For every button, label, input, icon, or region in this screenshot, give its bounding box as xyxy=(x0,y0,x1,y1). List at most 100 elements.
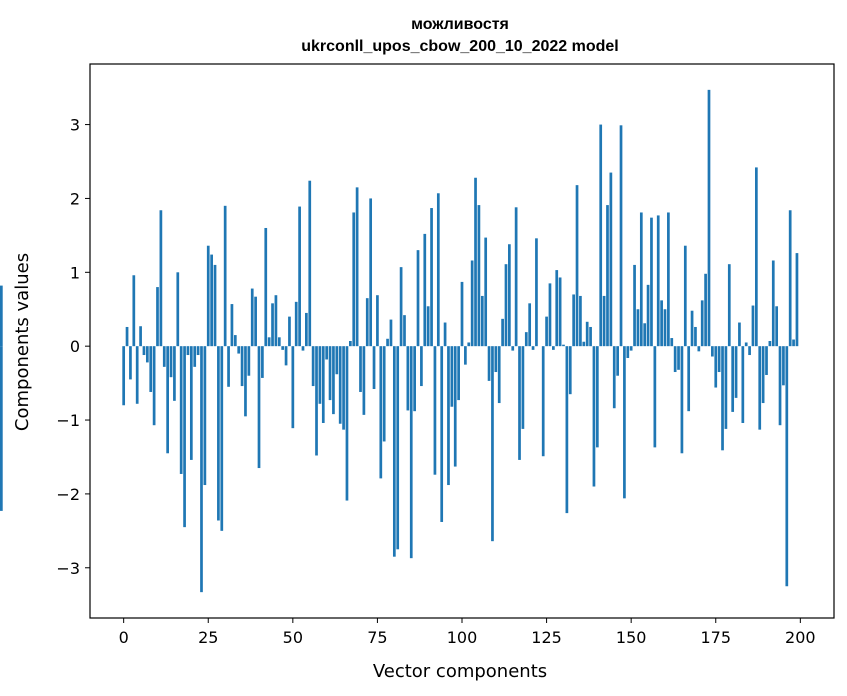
bar-2 xyxy=(129,346,132,380)
bar-111 xyxy=(497,346,501,404)
bar-89 xyxy=(423,233,427,347)
bar-75 xyxy=(376,295,379,347)
bar-23 xyxy=(200,346,203,593)
bar-127 xyxy=(552,346,555,350)
bar-50 xyxy=(291,346,295,429)
bar-181 xyxy=(734,346,738,398)
bar-70 xyxy=(359,346,362,392)
bar-167 xyxy=(687,346,691,412)
bar-71 xyxy=(362,346,366,415)
bar-199 xyxy=(795,253,799,347)
bar-177 xyxy=(721,346,724,451)
bar-137 xyxy=(585,321,589,347)
bar-131 xyxy=(565,346,569,514)
bar-67 xyxy=(349,341,352,347)
bar-56 xyxy=(311,346,315,387)
bar-7 xyxy=(145,346,149,363)
bar-3 xyxy=(132,275,136,347)
bar-144 xyxy=(609,172,613,347)
bar-0 xyxy=(122,346,126,406)
bar-11 xyxy=(159,210,163,347)
bar-73 xyxy=(369,198,373,347)
bar-20 xyxy=(189,346,193,460)
bar-69 xyxy=(355,187,359,347)
bar-108 xyxy=(487,346,491,381)
bar-16 xyxy=(176,272,180,347)
bar-139 xyxy=(592,346,596,487)
bar-46 xyxy=(277,337,281,347)
bar-15 xyxy=(173,346,176,401)
bar-138 xyxy=(589,326,592,347)
bar-189 xyxy=(761,346,765,404)
y-tick-label: 0 xyxy=(70,337,80,356)
y-axis-label: Components values xyxy=(12,253,33,431)
bar-154 xyxy=(643,323,647,347)
bar-61 xyxy=(328,346,332,401)
bar-28 xyxy=(217,346,220,521)
bar-149 xyxy=(626,346,630,358)
bar-90 xyxy=(426,306,430,347)
bar-173 xyxy=(707,89,711,347)
bar-187 xyxy=(755,167,758,347)
chart-title: можливостя xyxy=(411,16,509,33)
y-tick-label: 2 xyxy=(70,189,80,208)
bar-1 xyxy=(125,326,129,347)
bar-155 xyxy=(646,284,650,347)
bar-99 xyxy=(457,346,460,401)
bar-86 xyxy=(413,346,416,412)
bar-66 xyxy=(345,346,349,501)
bar-74 xyxy=(372,346,376,390)
x-tick-label: 150 xyxy=(616,628,647,647)
bar-30 xyxy=(223,205,227,347)
bar-166 xyxy=(683,245,687,347)
bar-151 xyxy=(633,264,636,347)
bar-161 xyxy=(667,212,670,347)
bar-165 xyxy=(680,346,684,454)
bar-38 xyxy=(250,288,254,347)
bar-26 xyxy=(210,254,213,347)
bar-29 xyxy=(220,346,224,531)
bar-104 xyxy=(474,177,477,347)
bar-34 xyxy=(237,346,241,354)
bar-122 xyxy=(535,238,538,347)
bar-18 xyxy=(183,346,186,528)
bar-95 xyxy=(443,322,447,347)
bar-10 xyxy=(156,287,159,347)
bar-152 xyxy=(636,309,640,347)
bar-157 xyxy=(653,346,657,448)
x-tick-label: 200 xyxy=(785,628,816,647)
bar-146 xyxy=(616,346,619,376)
bar-183 xyxy=(741,346,745,423)
bar-22 xyxy=(196,346,200,356)
bar-80 xyxy=(392,346,396,557)
bar-116 xyxy=(514,207,518,347)
bar-191 xyxy=(768,341,772,347)
bar-176 xyxy=(717,346,721,373)
bar-195 xyxy=(782,346,785,386)
bar-109 xyxy=(491,346,494,542)
x-tick-label: 25 xyxy=(198,628,218,647)
bar-24 xyxy=(203,346,207,486)
bar-130 xyxy=(562,344,565,347)
bar-17 xyxy=(179,346,183,474)
bar-81 xyxy=(396,346,400,550)
bar-85 xyxy=(409,346,413,559)
bar-196 xyxy=(785,346,789,587)
bar-35 xyxy=(240,346,244,387)
bar-162 xyxy=(670,338,674,347)
bar-72 xyxy=(365,298,369,347)
bar-44 xyxy=(271,303,274,347)
bar-37 xyxy=(247,346,251,376)
bar-42 xyxy=(264,227,268,347)
bar-143 xyxy=(606,205,609,347)
bars-group xyxy=(0,89,799,593)
bar-undefined xyxy=(0,346,3,511)
bar-94 xyxy=(440,346,444,522)
bar-117 xyxy=(518,346,521,460)
bar-186 xyxy=(751,305,755,347)
bar-106 xyxy=(480,295,484,347)
bar-163 xyxy=(673,346,677,373)
bar-132 xyxy=(568,346,572,395)
bar-169 xyxy=(694,326,697,347)
